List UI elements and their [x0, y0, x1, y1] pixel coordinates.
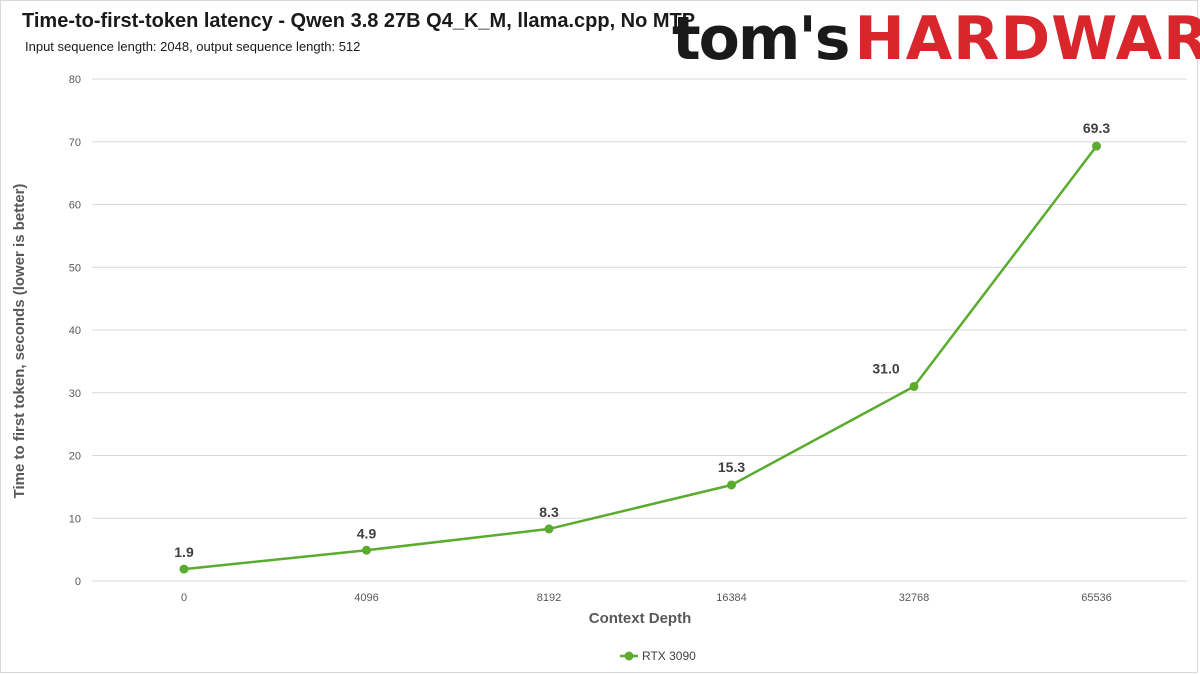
x-axis-ticks: 0 4096 8192 16384 32768 65536 — [181, 592, 1112, 604]
grid-lines — [92, 78, 1187, 582]
y-axis-ticks: 0 10 20 30 40 50 60 70 80 — [69, 74, 81, 588]
legend: RTX 3090 — [620, 649, 696, 663]
data-label-8192: 8.3 — [539, 504, 559, 520]
y-tick-label-10: 10 — [69, 513, 81, 525]
data-label-32768: 31.0 — [872, 360, 899, 376]
data-label-65536: 69.3 — [1083, 120, 1110, 136]
data-point-0 — [179, 564, 189, 574]
series-line — [183, 145, 1098, 571]
chart-title: Time-to-first-token latency - Qwen 3.8 2… — [22, 10, 696, 32]
data-point-4096 — [362, 545, 371, 555]
y-tick-label-40: 40 — [69, 325, 81, 337]
x-axis-title: Context Depth — [589, 610, 692, 627]
data-labels: 1.9 4.9 8.3 15.3 31.0 69.3 — [174, 120, 1110, 560]
data-label-0: 1.9 — [174, 544, 194, 560]
x-tick-label-65536: 65536 — [1081, 592, 1112, 604]
legend-dot-marker — [624, 651, 634, 661]
y-tick-label-0: 0 — [75, 576, 81, 588]
x-tick-label-32768: 32768 — [899, 592, 930, 604]
series-rtx-3090 — [179, 141, 1101, 574]
y-tick-label-80: 80 — [69, 74, 81, 86]
x-tick-label-8192: 8192 — [537, 592, 561, 604]
y-tick-label-20: 20 — [69, 451, 81, 463]
y-tick-label-50: 50 — [69, 262, 81, 274]
x-tick-label-4096: 4096 — [354, 592, 378, 604]
x-tick-label-16384: 16384 — [716, 592, 747, 604]
data-point-32768 — [909, 381, 919, 391]
toms-hardware-logo: tom's HARDWARE — [672, 4, 1200, 74]
chart-subtitle: Input sequence length: 2048, output sequ… — [25, 39, 361, 54]
logo-text-hardware: HARDWARE — [854, 4, 1200, 74]
data-point-16384 — [727, 480, 736, 490]
x-tick-label-0: 0 — [181, 592, 187, 604]
data-point-8192 — [544, 524, 554, 534]
data-label-16384: 15.3 — [718, 459, 745, 475]
y-tick-label-30: 30 — [69, 388, 81, 400]
legend-label-rtx-3090: RTX 3090 — [642, 649, 696, 663]
logo-text-toms: tom's — [672, 4, 851, 74]
y-tick-label-60: 60 — [69, 200, 81, 212]
y-tick-label-70: 70 — [69, 137, 81, 149]
data-point-65536 — [1092, 141, 1101, 151]
y-axis-title: Time to first token, seconds (lower is b… — [11, 184, 28, 499]
data-label-4096: 4.9 — [357, 525, 377, 541]
